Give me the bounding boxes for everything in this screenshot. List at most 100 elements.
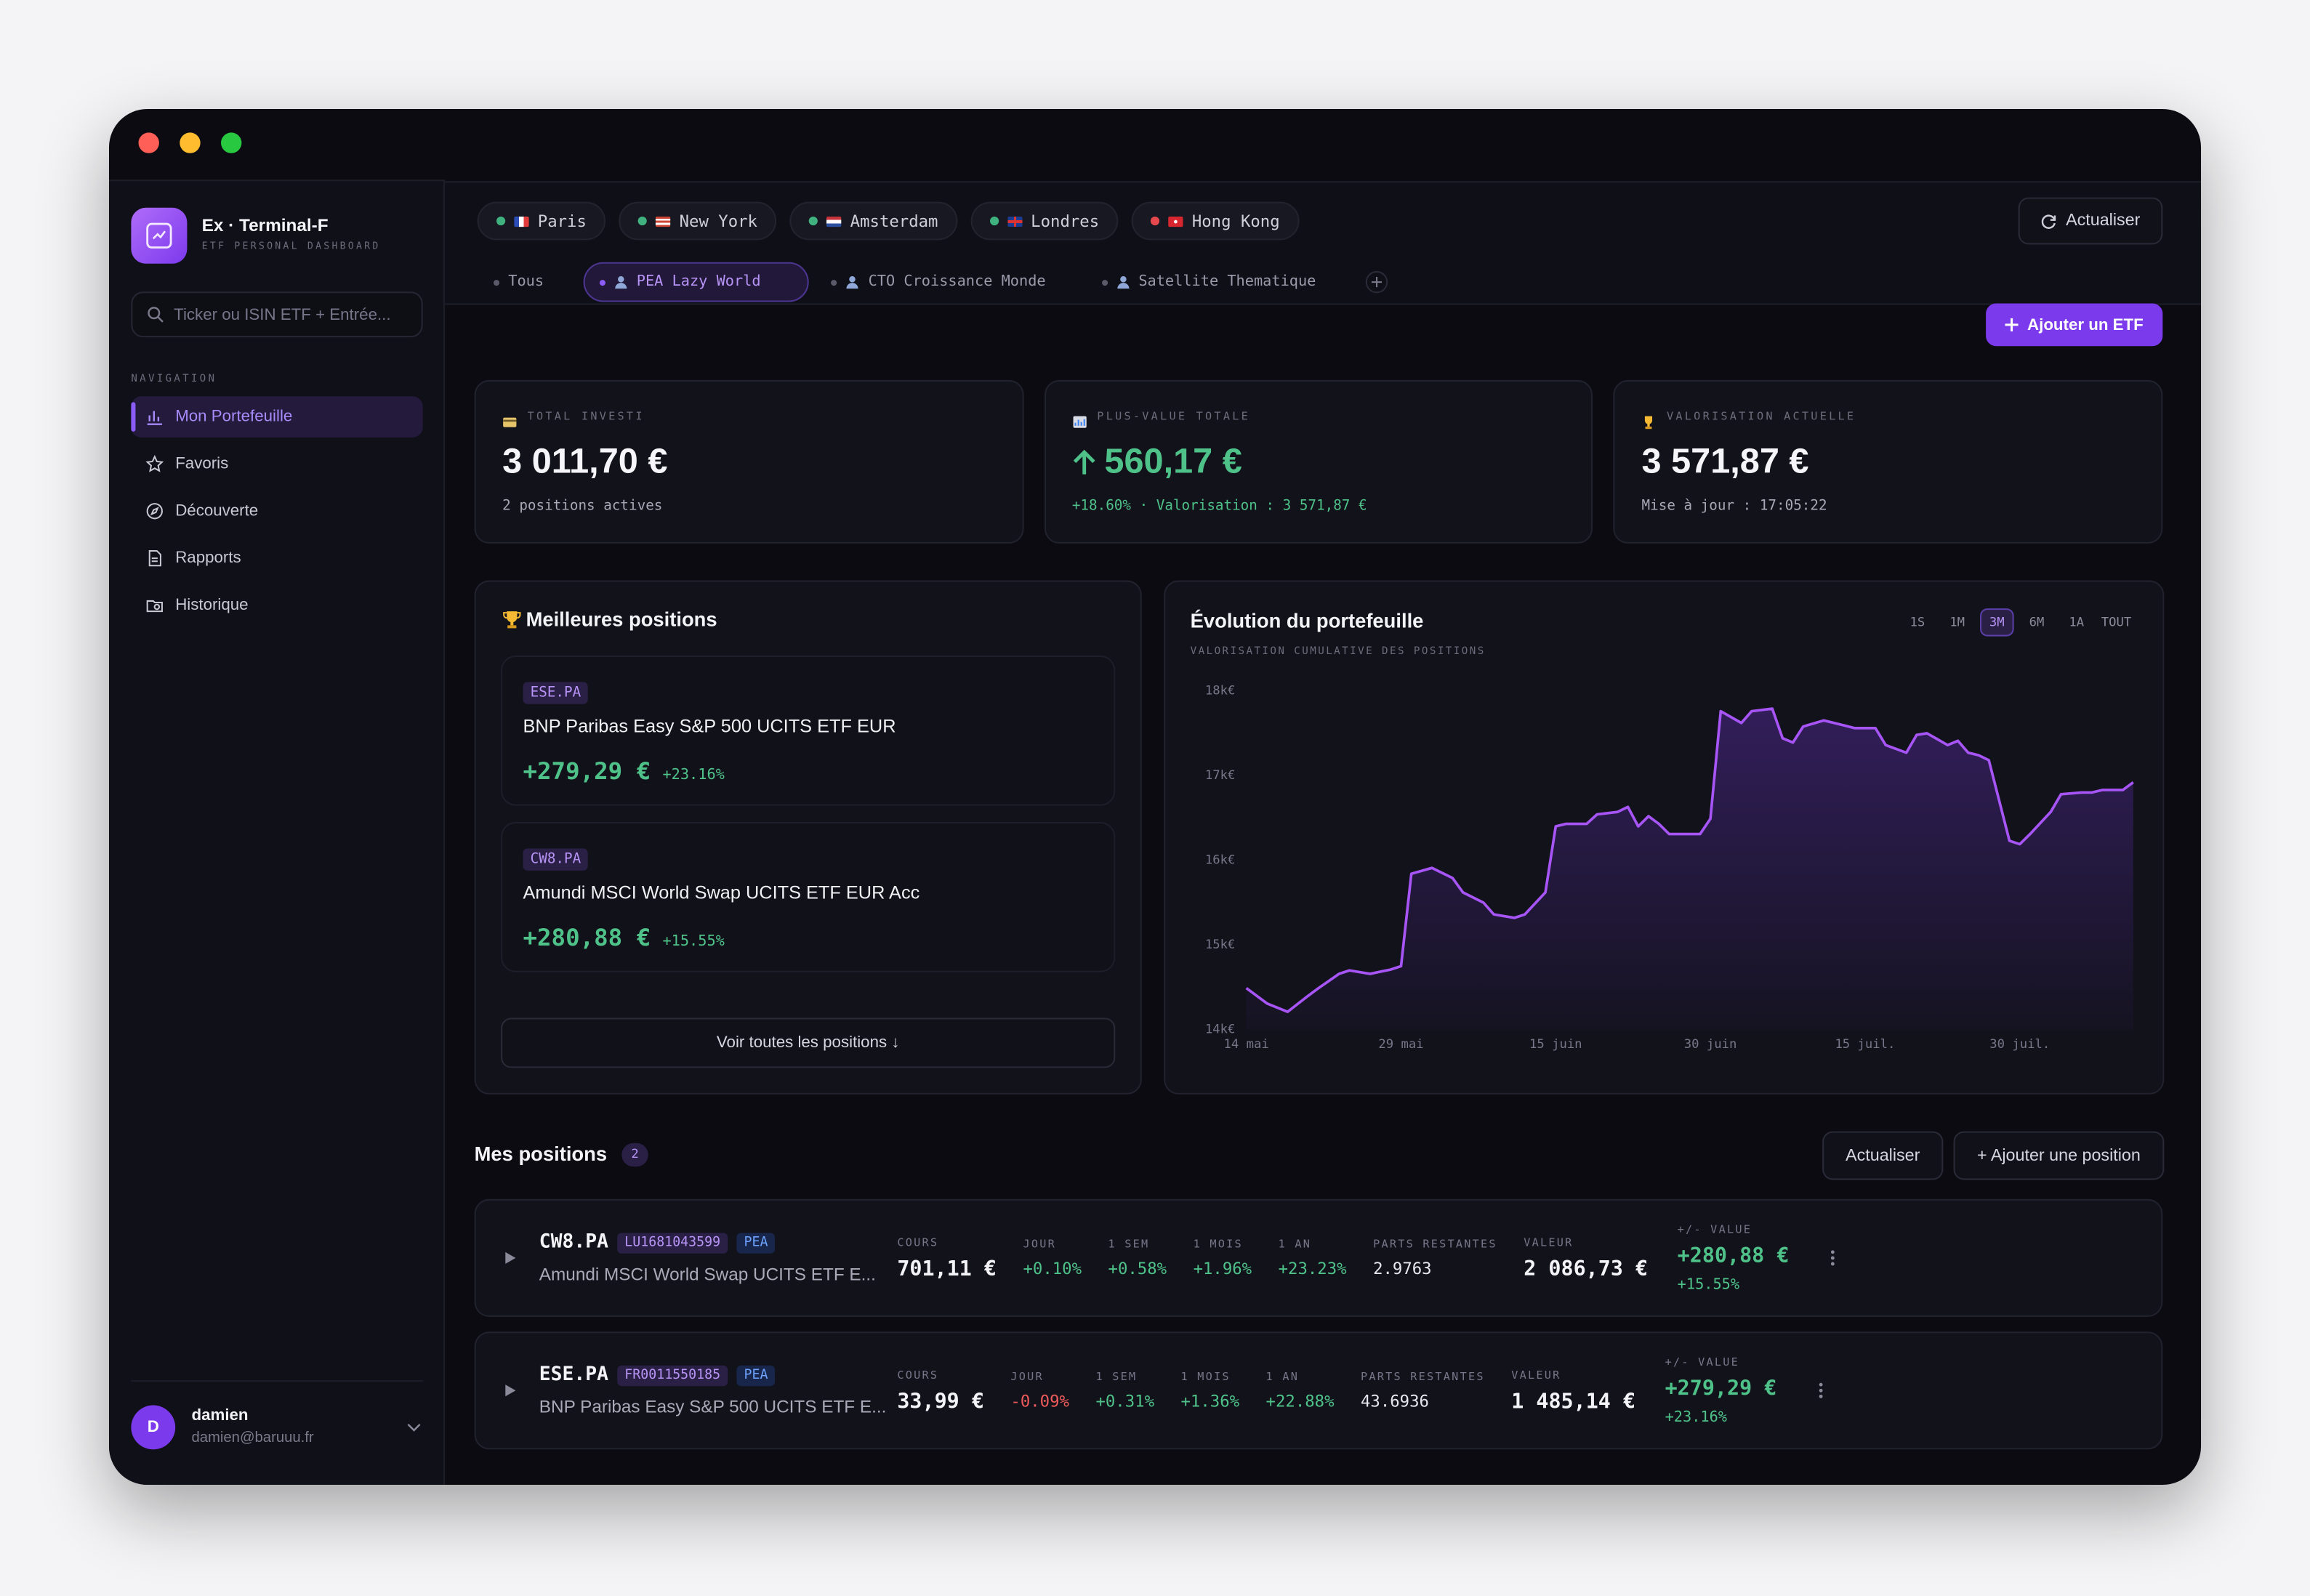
gain-wrap: +279,29 € +23.16% [523, 757, 725, 786]
gain-value: +279,29 € [523, 757, 651, 786]
metric: 1 SEM +0.58% [1108, 1238, 1167, 1279]
nav-heading: NAVIGATION [131, 372, 217, 384]
search-placeholder: Ticker ou ISIN ETF + Entrée... [174, 305, 391, 323]
y-tick-label: 16k€ [1205, 853, 1235, 868]
close-button[interactable] [138, 132, 159, 153]
metric-label: VALEUR [1511, 1367, 1561, 1382]
position-head: CW8.PA LU1681043599 PEA [539, 1231, 898, 1254]
position-row[interactable]: CW8.PA LU1681043599 PEA Amundi MSCI World S… [474, 1198, 2163, 1317]
etf-name: Amundi MSCI World Swap UCITS ETF EUR Acc [523, 882, 920, 903]
plus-icon [2005, 318, 2019, 332]
refresh-button[interactable]: Actualiser [2018, 197, 2163, 245]
positions-refresh-button[interactable]: Actualiser [1822, 1131, 1944, 1180]
user-menu-chevron[interactable] [406, 1422, 421, 1433]
market-name: Paris [537, 211, 587, 231]
tab-dot [1101, 279, 1108, 286]
y-tick-label: 15k€ [1205, 938, 1235, 952]
nav-item[interactable]: Rapports [131, 538, 422, 579]
market-list: Paris New York Amsterdam Londres Hong Kong [477, 201, 1299, 241]
card-icon [502, 411, 517, 437]
metric-label: PARTS RESTANTES [1373, 1237, 1497, 1251]
gain-wrap: +280,88 € +15.55% [523, 924, 725, 952]
row-menu[interactable] [1818, 1382, 1824, 1399]
trophy-icon [503, 611, 521, 629]
range-selector: 1S 1M 3M 6M 1A TOUT [1894, 608, 2133, 637]
portfolio-tab[interactable]: Satellite Thematique [1085, 262, 1350, 302]
app-window: Ex · Terminal-F ETF PERSONAL DASHBOARD T… [108, 108, 2202, 1486]
position-row[interactable]: ESE.PA FR0011550185 PEA BNP Paribas Easy S&… [474, 1331, 2163, 1450]
minimize-button[interactable] [180, 132, 201, 153]
search-box[interactable]: Ticker ou ISIN ETF + Entrée... [131, 291, 423, 338]
card-value: 3 571,87 € [1641, 442, 1809, 482]
x-tick-label: 29 mai [1378, 1037, 1423, 1052]
metric-value: 43.6936 [1360, 1392, 1429, 1411]
card-value: 560,17 € [1104, 442, 1242, 482]
market-chip: Londres [970, 201, 1119, 241]
person-icon [614, 275, 627, 289]
isin-badge: LU1681043599 [617, 1232, 728, 1253]
market-status [1151, 216, 1160, 226]
metric-label: 1 MOIS [1193, 1237, 1243, 1251]
metric-label: COURS [897, 1367, 939, 1382]
ticker: ESE.PA [539, 1363, 609, 1387]
position-identity: CW8.PA LU1681043599 PEA Amundi MSCI World S… [539, 1231, 898, 1284]
market-name: New York [679, 211, 757, 231]
pnl-value: +279,29 € [1665, 1377, 1777, 1401]
range-button[interactable]: 1A [2069, 615, 2085, 630]
metric-value: 2.9763 [1373, 1259, 1432, 1279]
add-etf-button[interactable]: Ajouter un ETF [1986, 303, 2163, 347]
gain-pct: +15.55% [662, 933, 725, 951]
metric-value: +23.23% [1278, 1259, 1347, 1279]
maximize-button[interactable] [221, 132, 242, 153]
metric: COURS 33,99 € [897, 1368, 984, 1414]
metric-value: 33,99 € [897, 1390, 984, 1414]
pnl: +/- VALUE +279,29 € +23.16% [1665, 1355, 1777, 1426]
app-logo [131, 207, 188, 264]
refresh-label: Actualiser [2066, 211, 2141, 230]
metric: JOUR +0.10% [1023, 1238, 1082, 1279]
expand-toggle[interactable] [505, 1252, 516, 1264]
chart-subtitle: VALORISATION CUMULATIVE DES POSITIONS [1190, 645, 1486, 657]
see-all-button[interactable]: Voir toutes les positions ↓ [501, 1017, 1116, 1068]
range-button[interactable]: 1M [1949, 615, 1965, 630]
metric: 1 AN +23.23% [1279, 1238, 1347, 1279]
metric-label: 1 AN [1278, 1237, 1312, 1251]
metric-label: JOUR [1023, 1237, 1057, 1251]
range-button[interactable]: 3M [1980, 608, 2014, 637]
range-button[interactable]: 6M [2029, 615, 2045, 630]
card-value-wrap: 3 571,87 € [1642, 442, 1809, 483]
pnl-pct: +15.55% [1677, 1277, 1740, 1294]
card-sub: Mise à jour : 17:05:22 [1641, 498, 1827, 515]
range-button[interactable]: 1S [1909, 615, 1925, 630]
ticker-badge: CW8.PA [523, 848, 589, 871]
add-position-button[interactable]: + Ajouter une position [1953, 1131, 2165, 1180]
metric-value: +1.36% [1180, 1392, 1240, 1411]
user-name: damien [191, 1406, 249, 1424]
row-menu[interactable] [1830, 1249, 1836, 1267]
metric-value: -0.09% [1010, 1392, 1069, 1411]
nav-item[interactable]: Favoris [131, 443, 422, 485]
market-name: Hong Kong [1191, 211, 1280, 231]
expand-toggle[interactable] [505, 1385, 516, 1397]
card-label: VALORISATION ACTUELLE [1666, 409, 1856, 423]
nav-label: Rapports [175, 549, 241, 568]
nav-item[interactable]: Historique [131, 585, 422, 626]
x-tick-label: 15 juil. [1835, 1037, 1895, 1052]
portfolio-tab[interactable]: Tous [478, 262, 578, 302]
metric-label: 1 MOIS [1180, 1369, 1231, 1384]
market-status [637, 216, 648, 226]
nav-label: Favoris [175, 455, 229, 473]
portfolio-tab[interactable]: PEA Lazy World [583, 262, 810, 302]
metric: VALEUR 1 485,14 € [1511, 1368, 1635, 1414]
market-status [496, 216, 506, 226]
top-position-card: ESE.PA BNP Paribas Easy S&P 500 UCITS ETF… [501, 655, 1116, 806]
search-icon [148, 307, 164, 323]
add-portfolio-button[interactable] [1365, 270, 1388, 294]
portfolio-tab[interactable]: CTO Croissance Monde [816, 262, 1080, 302]
metric-label: 1 SEM [1095, 1369, 1138, 1384]
range-button[interactable]: TOUT [2101, 615, 2132, 630]
market-flag [1007, 215, 1023, 227]
nav-item[interactable]: Mon Portefeuille [131, 396, 423, 438]
summary-card: VALORISATION ACTUELLE 3 571,87 € Mise à jo… [1614, 379, 2163, 544]
nav-item[interactable]: Découverte [131, 491, 422, 532]
